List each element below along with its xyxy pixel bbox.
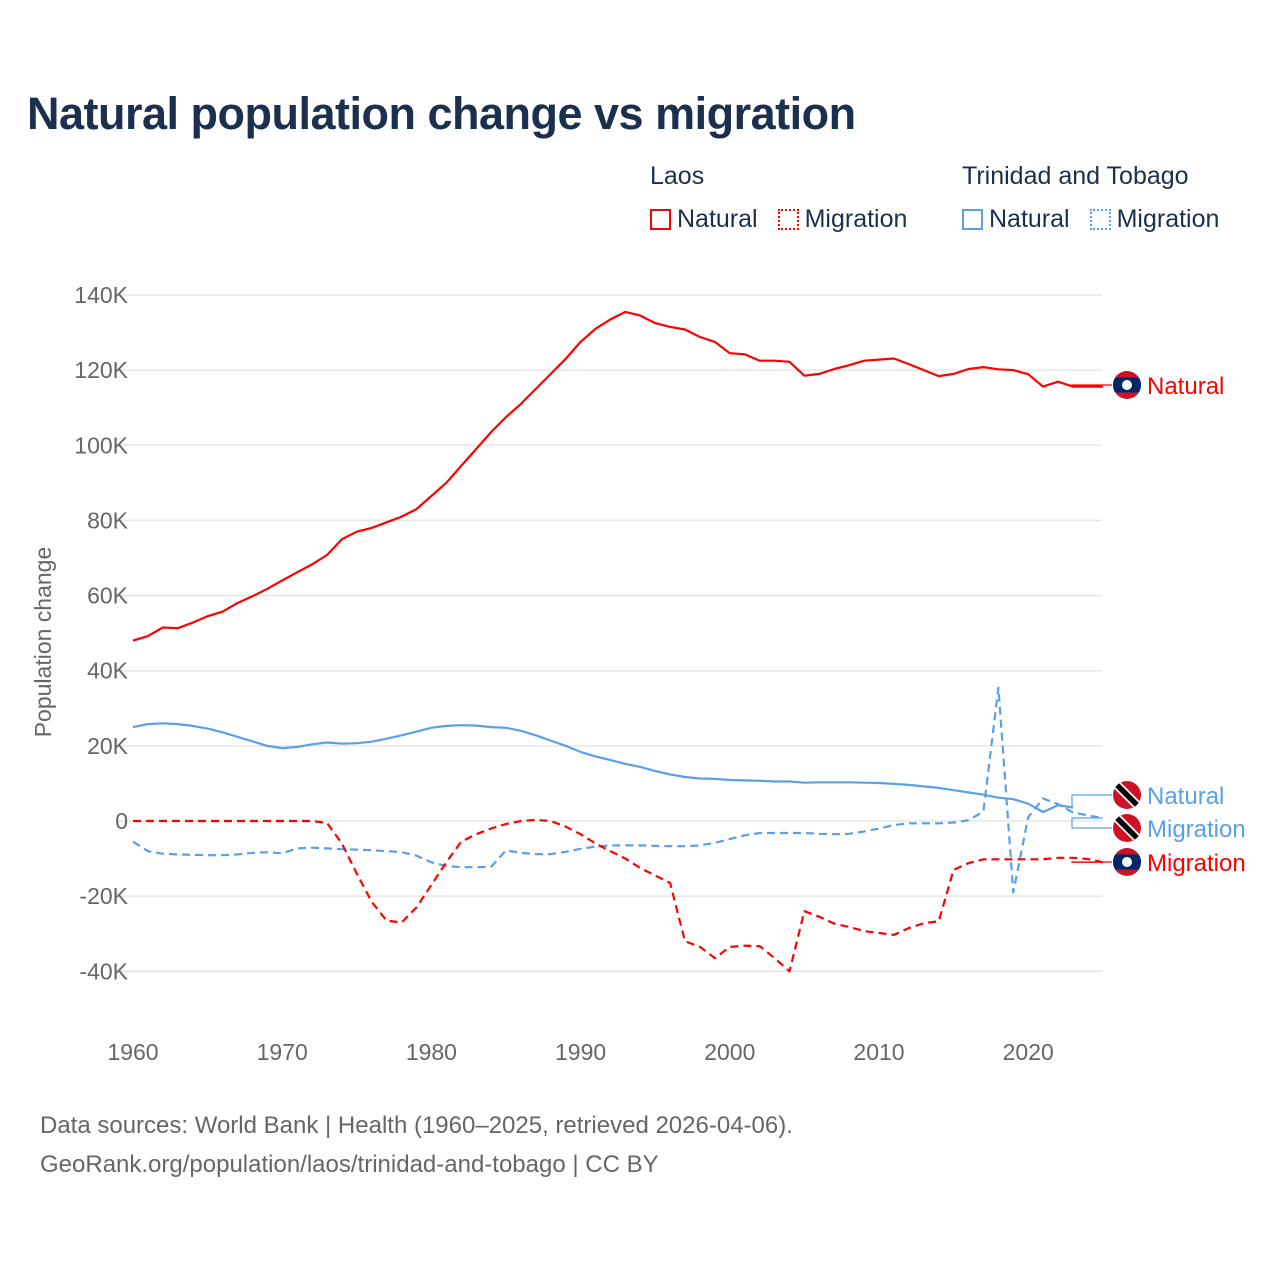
legend-item-tt-migration[interactable]: Migration bbox=[1089, 205, 1220, 234]
label-connector bbox=[1071, 384, 1112, 388]
x-tick-label: 2010 bbox=[853, 1039, 904, 1065]
y-tick-label: 20K bbox=[87, 733, 129, 759]
series-line-trinidad-and-tobago-natural bbox=[132, 722, 1074, 814]
legend-label: Migration bbox=[1116, 205, 1220, 233]
attribution-link[interactable]: GeoRank.org/population/laos/trinidad-and… bbox=[40, 1151, 659, 1178]
x-tick-label: 1970 bbox=[257, 1039, 308, 1065]
label-connector bbox=[1071, 817, 1112, 829]
legend-item-tt-natural[interactable]: Natural bbox=[962, 205, 1070, 234]
flag-black bbox=[1113, 814, 1141, 842]
series-line-laos-natural bbox=[132, 310, 1103, 642]
y-tick-label: 100K bbox=[74, 432, 128, 458]
chart-title: Natural population change vs migration bbox=[27, 88, 856, 139]
dotted-swatch-icon bbox=[777, 209, 799, 230]
series-end-label: Migration bbox=[1147, 816, 1246, 843]
flag-clip bbox=[1113, 781, 1141, 809]
legend-group-title: Laos bbox=[650, 162, 705, 190]
flag-moon bbox=[1122, 857, 1132, 867]
y-tick-label: 80K bbox=[87, 507, 129, 533]
trinidad-and-tobago-flag-icon bbox=[1113, 814, 1141, 842]
legend-item-laos-migration[interactable]: Migration bbox=[777, 205, 908, 234]
laos-flag-icon bbox=[1113, 848, 1141, 876]
series-end-label: Natural bbox=[1147, 783, 1224, 810]
legend-label: Natural bbox=[989, 205, 1070, 233]
flag-clip bbox=[1113, 848, 1141, 876]
laos-flag-icon bbox=[1113, 371, 1141, 399]
y-tick-label: 0 bbox=[115, 808, 128, 834]
y-axis-label: Population change bbox=[30, 547, 56, 738]
legend-group-title: Trinidad and Tobago bbox=[962, 162, 1189, 190]
series-end-label: Migration bbox=[1147, 850, 1246, 877]
series-line-laos-migration bbox=[133, 818, 1104, 973]
series-end-label: Natural bbox=[1147, 373, 1224, 400]
x-tick-label: 1960 bbox=[107, 1039, 158, 1065]
flag-black bbox=[1113, 781, 1141, 809]
legend-label: Natural bbox=[677, 205, 758, 233]
y-tick-label: 120K bbox=[74, 357, 128, 383]
x-tick-label: 1980 bbox=[406, 1039, 457, 1065]
solid-swatch-icon bbox=[962, 209, 983, 230]
y-tick-label: 40K bbox=[87, 658, 129, 684]
flag-moon bbox=[1122, 380, 1132, 390]
y-tick-label: 140K bbox=[74, 282, 128, 308]
y-tick-label: -20K bbox=[79, 883, 128, 909]
label-connector bbox=[1071, 794, 1112, 809]
flag-clip bbox=[1113, 814, 1141, 842]
trinidad-and-tobago-flag-icon bbox=[1113, 781, 1141, 809]
x-tick-label: 2000 bbox=[704, 1039, 755, 1065]
series-line-trinidad-and-tobago-migration bbox=[132, 686, 1103, 894]
legend-group-laos: Laos Natural Migration bbox=[650, 162, 907, 234]
data-source-note: Data sources: World Bank | Health (1960–… bbox=[40, 1112, 793, 1139]
x-tick-label: 1990 bbox=[555, 1039, 606, 1065]
y-tick-label: 60K bbox=[87, 583, 129, 609]
footer: Data sources: World Bank | Health (1960–… bbox=[40, 1106, 793, 1184]
legend-label: Migration bbox=[804, 205, 908, 233]
x-tick-label: 2020 bbox=[1003, 1039, 1054, 1065]
legend-item-laos-natural[interactable]: Natural bbox=[650, 205, 758, 234]
legend-group-trinidad-and-tobago: Trinidad and Tobago Natural Migration bbox=[962, 162, 1219, 234]
y-tick-label: -40K bbox=[79, 958, 128, 984]
dotted-swatch-icon bbox=[1089, 209, 1111, 230]
flag-clip bbox=[1113, 371, 1141, 399]
solid-swatch-icon bbox=[650, 209, 671, 230]
